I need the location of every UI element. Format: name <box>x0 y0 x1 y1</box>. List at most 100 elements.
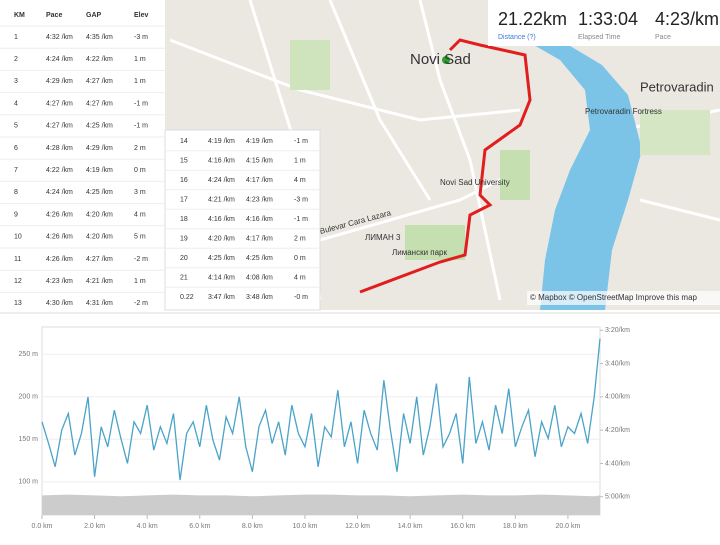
table-cell: 4:19 /km <box>246 138 273 145</box>
route <box>359 38 532 294</box>
table-cell: -1 m <box>294 216 308 223</box>
table-cell: 4:27 /km <box>86 100 113 107</box>
table-cell: -3 m <box>294 196 308 203</box>
table-cell: 4:26 /km <box>46 234 73 241</box>
table-cell: 4:24 /km <box>46 189 73 196</box>
table-cell: 8 <box>14 189 18 196</box>
stat-label: Pace <box>655 34 671 41</box>
attribution[interactable]: © Mapbox © OpenStreetMap Improve this ma… <box>530 293 698 302</box>
stat-value: 4:23/km <box>655 9 719 29</box>
park <box>500 150 530 200</box>
table-cell: -2 m <box>134 300 148 307</box>
table-cell: 11 <box>14 256 21 263</box>
x-tick-label: 20.0 km <box>555 523 580 530</box>
park <box>640 110 710 155</box>
table-cell: 1 m <box>294 157 306 164</box>
y2-tick-label: 4:40/km <box>605 460 630 467</box>
stats-panel <box>488 0 720 46</box>
table-cell: -1 m <box>294 138 308 145</box>
map-label: Petrovaradin <box>640 79 714 94</box>
table-cell: 4:28 /km <box>46 145 73 152</box>
table-cell: 14 <box>180 138 188 145</box>
x-tick-label: 6.0 km <box>189 523 210 530</box>
table-cell: 0 m <box>294 255 306 262</box>
table-cell: 4 m <box>134 211 146 218</box>
table-cell: 4:20 /km <box>86 211 113 218</box>
table-cell: 2 <box>14 56 18 63</box>
x-tick-label: 0.0 km <box>31 523 52 530</box>
table-cell: 4:21 /km <box>208 196 235 203</box>
table-cell: 4:20 /km <box>86 234 113 241</box>
table-cell: 4:19 /km <box>86 167 113 174</box>
table-header: KM <box>14 12 25 19</box>
table-cell: 4:25 /km <box>86 123 113 130</box>
attribution-bg <box>527 291 720 305</box>
x-tick-label: 18.0 km <box>503 523 528 530</box>
table-cell: 4:26 /km <box>46 256 73 263</box>
table-cell: 4:16 /km <box>246 216 273 223</box>
table-cell: 13 <box>14 300 22 307</box>
table-cell: 21 <box>180 274 188 281</box>
table-cell: 4:26 /km <box>46 211 73 218</box>
elevation-area <box>42 494 600 515</box>
table-cell: 4:23 /km <box>46 278 73 285</box>
y-tick-label: 100 m <box>19 479 39 486</box>
table-cell: 4:27 /km <box>46 100 73 107</box>
map-label: Лимански парк <box>392 248 448 257</box>
table-cell: 4 m <box>294 177 306 184</box>
pace-line <box>41 338 601 481</box>
table-cell: 4:17 /km <box>246 177 273 184</box>
park <box>405 225 465 260</box>
x-tick-label: 8.0 km <box>242 523 263 530</box>
river <box>515 0 642 310</box>
stat-label: Elapsed Time <box>578 34 621 41</box>
table-cell: 4:23 /km <box>246 196 273 203</box>
table-cell: 4:24 /km <box>46 56 73 63</box>
table-cell: 4 <box>14 100 18 107</box>
table-cell: 4:24 /km <box>208 177 235 184</box>
table-header: GAP <box>86 12 102 19</box>
x-tick-label: 12.0 km <box>345 523 370 530</box>
table-cell: 3:47 /km <box>208 294 235 301</box>
y2-tick-label: 4:00/km <box>605 394 630 401</box>
table-cell: 4:29 /km <box>86 145 113 152</box>
table-cell: 3:48 /km <box>246 294 273 301</box>
table-cell: 9 <box>14 211 18 218</box>
table-cell: 15 <box>180 157 188 164</box>
table-header: Pace <box>46 12 62 19</box>
splits-table <box>0 0 165 310</box>
x-tick-label: 14.0 km <box>398 523 423 530</box>
table-cell: 4 m <box>294 274 306 281</box>
table-cell: 5 m <box>134 234 146 241</box>
table-cell: 4:25 /km <box>86 189 113 196</box>
table-cell: 6 <box>14 145 18 152</box>
table-cell: 18 <box>180 216 188 223</box>
table-cell: 4:31 /km <box>86 300 113 307</box>
table-header: Elev <box>134 12 149 19</box>
map-label: Petrovaradin Fortress <box>585 107 662 116</box>
y-tick-label: 250 m <box>19 351 39 358</box>
table-cell: 4:16 /km <box>208 216 235 223</box>
table-cell: 3 <box>14 78 18 85</box>
table-cell: 4:35 /km <box>86 34 113 41</box>
table-cell: 0 m <box>134 167 146 174</box>
table-cell: -1 m <box>134 123 148 130</box>
y2-tick-label: 4:20/km <box>605 427 630 434</box>
table-cell: 16 <box>180 177 188 184</box>
table-cell: 4:27 /km <box>46 123 73 130</box>
table-cell: 4:15 /km <box>246 157 273 164</box>
table-cell: 1 m <box>134 78 146 85</box>
table-cell: 2 m <box>134 145 146 152</box>
x-tick-label: 10.0 km <box>293 523 318 530</box>
table-cell: 4:32 /km <box>46 34 73 41</box>
table-cell: 1 <box>14 34 18 41</box>
table-cell: 4:27 /km <box>86 78 113 85</box>
stat-value: 21.22km <box>498 9 567 29</box>
table-cell: -3 m <box>134 34 148 41</box>
stat-value: 1:33:04 <box>578 9 638 29</box>
y2-tick-label: 3:40/km <box>605 360 630 367</box>
table-cell: 10 <box>14 234 22 241</box>
table-cell: 1 m <box>134 56 146 63</box>
